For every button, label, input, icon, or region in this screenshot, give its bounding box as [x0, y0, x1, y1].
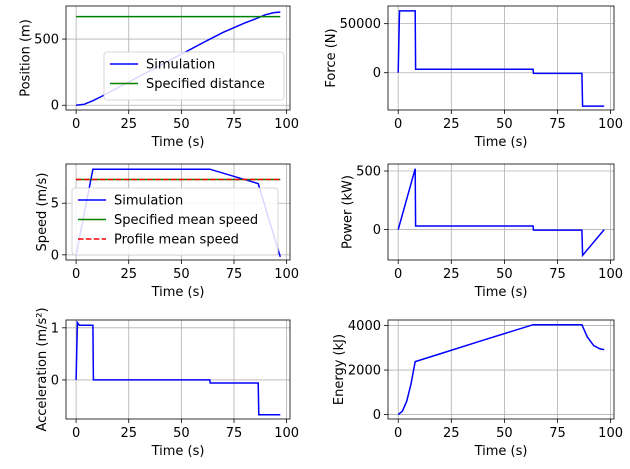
x-tick-label: 50	[173, 267, 190, 282]
axes-frame	[387, 319, 615, 420]
y-tick-label: 1	[51, 321, 59, 336]
x-tick-label: 0	[72, 426, 80, 441]
chart-5: 0 25 50 75 100 0 1 Time (s) Acceleration (m/s²)	[35, 307, 299, 459]
series-line-1	[397, 168, 605, 258]
x-tick-label: 0	[394, 267, 402, 282]
x-tick-label: 100	[598, 117, 623, 132]
y-tick-label: 0	[373, 408, 381, 423]
x-axis-label: Time (s)	[151, 285, 205, 300]
y-tick-label: 5	[51, 197, 59, 212]
y-tick-label: 500	[356, 165, 381, 180]
x-axis-label: Time (s)	[151, 135, 205, 150]
x-tick-label: 100	[274, 426, 299, 441]
x-tick-label: 0	[394, 426, 402, 441]
x-tick-label: 0	[394, 117, 402, 132]
chart-1: 0 25 50 75 100 0 500 Time (s) Position (m) Simula…	[18, 5, 299, 150]
x-axis-label: Time (s)	[474, 285, 528, 300]
y-axis-label: Speed (m/s)	[35, 173, 50, 252]
legend-entry: Simulation	[146, 58, 215, 73]
y-axis-label: Position (m)	[18, 19, 33, 97]
chart-6: 0 25 50 75 100 0 2000 4000 Time (s) Energy (kJ)	[332, 319, 623, 459]
x-tick-label: 25	[120, 117, 137, 132]
x-tick-label: 25	[443, 267, 460, 282]
legend: Simulation Specified mean speed Profile me…	[71, 187, 279, 256]
x-tick-label: 100	[598, 426, 623, 441]
x-tick-label: 75	[549, 117, 566, 132]
y-tick-label: 4000	[348, 319, 381, 334]
x-tick-label: 75	[226, 117, 243, 132]
x-tick-label: 25	[120, 267, 137, 282]
y-tick-label: 0	[51, 248, 59, 263]
legend: Simulation Specified distance	[103, 51, 285, 101]
y-axis-label: Acceleration (m/s²)	[35, 307, 50, 431]
legend-box	[71, 187, 279, 256]
x-axis-label: Time (s)	[474, 135, 528, 150]
x-tick-label: 25	[443, 117, 460, 132]
x-tick-label: 75	[226, 426, 243, 441]
x-tick-label: 75	[549, 267, 566, 282]
x-tick-label: 50	[173, 117, 190, 132]
y-tick-label: 2000	[348, 364, 381, 379]
y-tick-label: 500	[34, 33, 59, 48]
y-tick-label: 0	[51, 99, 59, 114]
x-axis-label: Time (s)	[151, 444, 205, 459]
axes-frame	[65, 163, 291, 261]
y-tick-label: 50000	[340, 17, 381, 32]
x-tick-label: 50	[173, 426, 190, 441]
legend-entry: Simulation	[114, 194, 183, 209]
x-tick-label: 100	[274, 117, 299, 132]
legend-entry: Specified mean speed	[114, 213, 258, 228]
x-tick-label: 25	[443, 426, 460, 441]
series-line-1	[75, 320, 281, 416]
axes-frame	[65, 319, 291, 420]
x-tick-label: 50	[496, 117, 513, 132]
x-tick-label: 100	[274, 267, 299, 282]
legend-box	[103, 51, 285, 101]
y-axis-label: Force (N)	[324, 28, 339, 87]
x-tick-label: 75	[226, 267, 243, 282]
legend-entry: Profile mean speed	[114, 233, 239, 248]
axes-frame	[387, 163, 615, 261]
y-tick-label: 0	[51, 373, 59, 388]
x-tick-label: 75	[549, 426, 566, 441]
y-tick-label: 0	[373, 223, 381, 238]
chart-3: 0 25 50 75 100 0 5 Time (s) Speed (m/s) Simulatio…	[35, 163, 299, 300]
chart-2: 0 25 50 75 100 0 50000 Time (s) Force (N)	[324, 5, 623, 150]
x-tick-label: 50	[496, 426, 513, 441]
x-tick-label: 0	[72, 117, 80, 132]
x-tick-label: 50	[496, 267, 513, 282]
x-tick-label: 25	[120, 426, 137, 441]
chart-4: 0 25 50 75 100 0 500 Time (s) Power (kW)	[340, 163, 623, 300]
axes-frame	[65, 5, 291, 111]
series-line-1	[397, 323, 605, 416]
y-axis-label: Power (kW)	[340, 175, 355, 249]
axes-frame	[387, 5, 615, 111]
y-axis-label: Energy (kJ)	[332, 334, 347, 405]
y-tick-label: 0	[373, 66, 381, 81]
legend-entry: Specified distance	[146, 77, 265, 92]
x-tick-label: 100	[598, 267, 623, 282]
x-axis-label: Time (s)	[474, 444, 528, 459]
x-tick-label: 0	[72, 267, 80, 282]
series-line-1	[397, 10, 605, 107]
